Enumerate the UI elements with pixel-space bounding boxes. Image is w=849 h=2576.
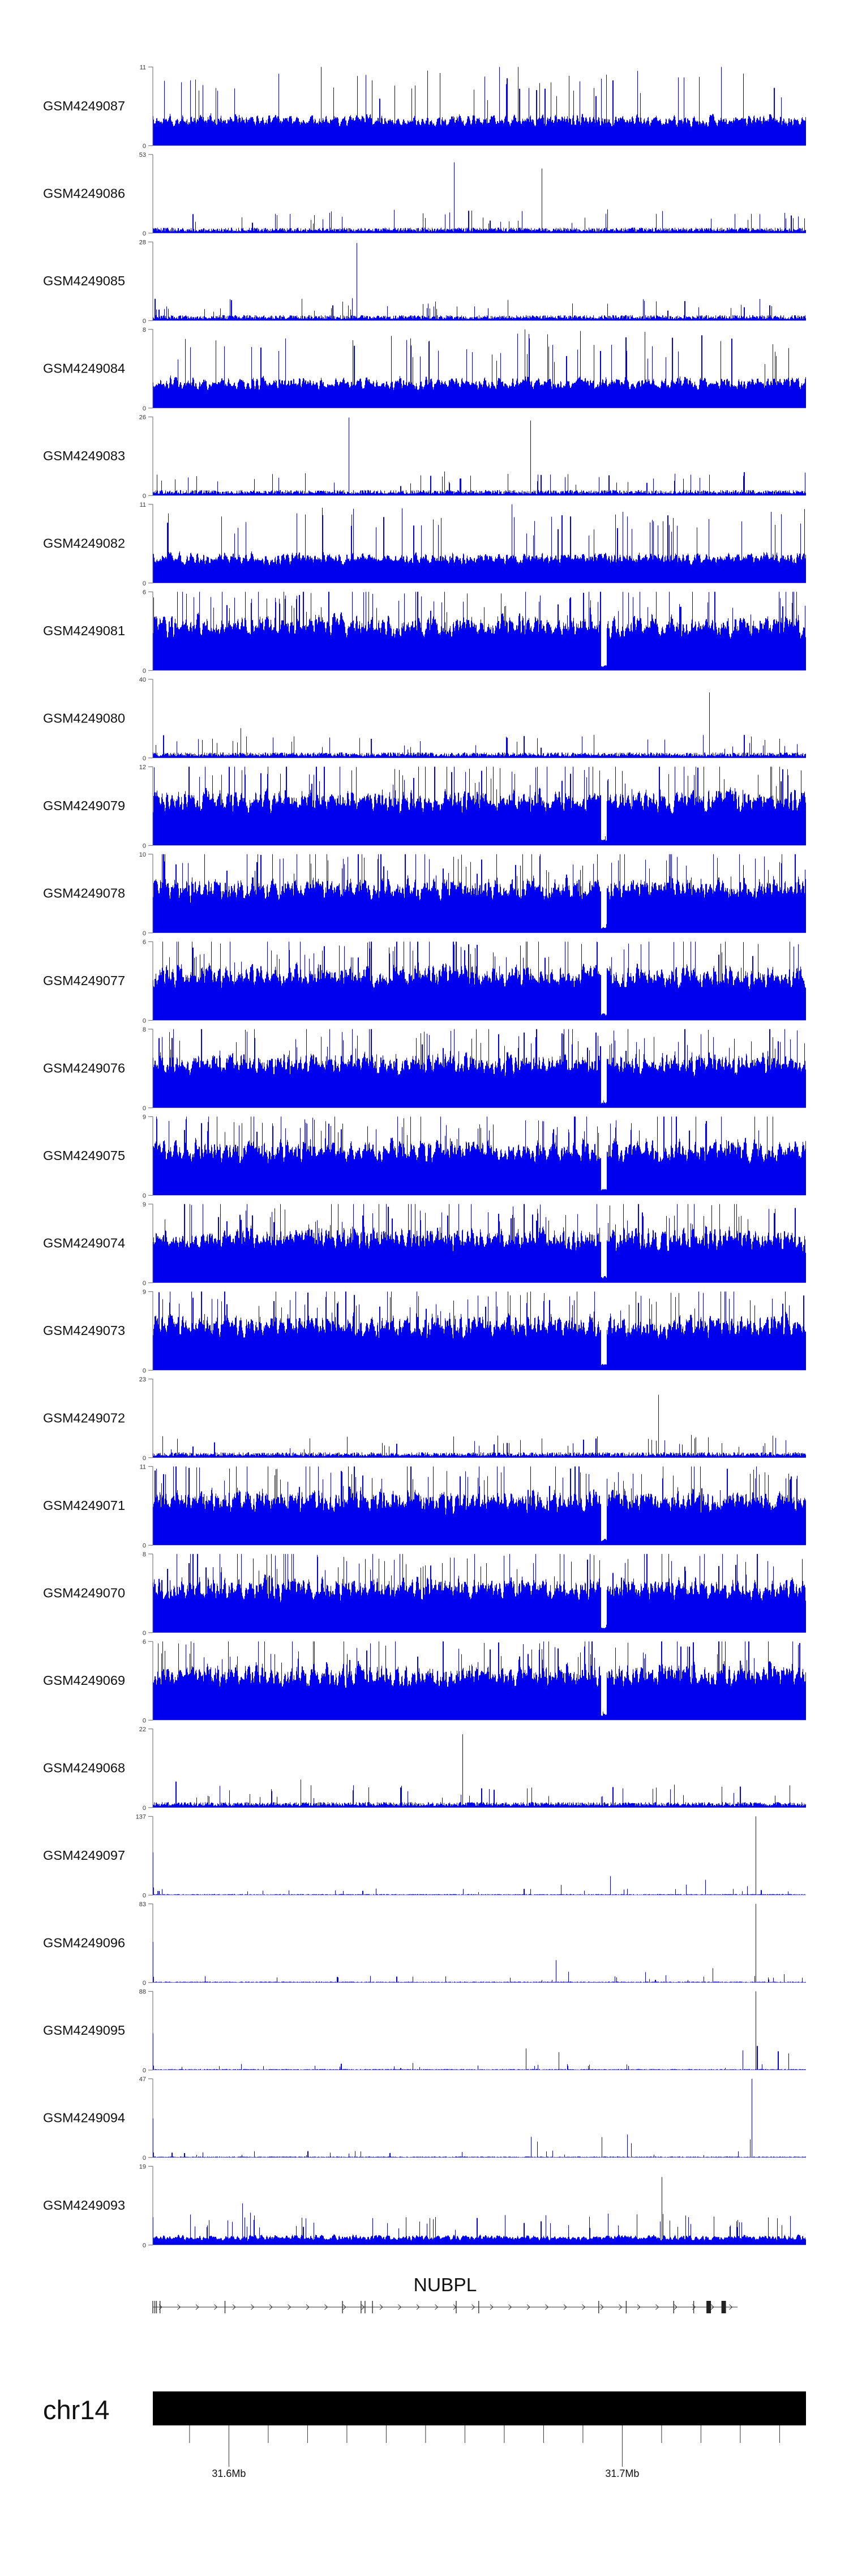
svg-text:0: 0 bbox=[143, 1280, 146, 1287]
svg-text:GSM4249087: GSM4249087 bbox=[43, 99, 125, 113]
svg-text:GSM4249093: GSM4249093 bbox=[43, 2198, 125, 2213]
svg-text:0: 0 bbox=[143, 405, 146, 412]
svg-text:47: 47 bbox=[139, 2076, 146, 2083]
svg-text:11: 11 bbox=[140, 502, 146, 508]
svg-text:0: 0 bbox=[143, 1017, 146, 1024]
svg-text:GSM4249075: GSM4249075 bbox=[43, 1148, 125, 1163]
svg-text:GSM4249074: GSM4249074 bbox=[43, 1235, 125, 1250]
svg-text:9: 9 bbox=[143, 1201, 146, 1208]
svg-text:0: 0 bbox=[143, 580, 146, 587]
svg-text:0: 0 bbox=[143, 1980, 146, 1987]
svg-text:0: 0 bbox=[143, 318, 146, 324]
svg-text:8: 8 bbox=[143, 1551, 146, 1558]
svg-text:11: 11 bbox=[140, 1464, 146, 1470]
svg-text:GSM4249097: GSM4249097 bbox=[43, 1848, 125, 1863]
svg-text:0: 0 bbox=[143, 1542, 146, 1549]
svg-text:28: 28 bbox=[139, 239, 146, 246]
svg-text:8: 8 bbox=[143, 1026, 146, 1033]
svg-text:19: 19 bbox=[139, 2163, 146, 2170]
svg-text:0: 0 bbox=[143, 1630, 146, 1637]
svg-text:GSM4249081: GSM4249081 bbox=[43, 623, 125, 638]
svg-text:11: 11 bbox=[140, 64, 146, 71]
svg-text:GSM4249083: GSM4249083 bbox=[43, 448, 125, 463]
svg-text:GSM4249070: GSM4249070 bbox=[43, 1585, 125, 1600]
svg-text:9: 9 bbox=[143, 1114, 146, 1120]
svg-text:0: 0 bbox=[143, 1892, 146, 1899]
svg-text:0: 0 bbox=[143, 667, 146, 674]
svg-text:0: 0 bbox=[143, 2067, 146, 2074]
svg-text:22: 22 bbox=[139, 1726, 146, 1733]
svg-text:0: 0 bbox=[143, 930, 146, 937]
svg-text:31.6Mb: 31.6Mb bbox=[212, 2468, 246, 2479]
svg-text:137: 137 bbox=[136, 1813, 146, 1820]
svg-text:26: 26 bbox=[139, 414, 146, 421]
svg-text:NUBPL: NUBPL bbox=[414, 2275, 477, 2296]
svg-text:0: 0 bbox=[143, 755, 146, 762]
svg-text:GSM4249096: GSM4249096 bbox=[43, 1935, 125, 1950]
svg-text:88: 88 bbox=[139, 1988, 146, 1995]
svg-text:6: 6 bbox=[143, 589, 146, 596]
svg-text:0: 0 bbox=[143, 143, 146, 149]
svg-text:GSM4249077: GSM4249077 bbox=[43, 973, 125, 988]
svg-text:GSM4249078: GSM4249078 bbox=[43, 885, 125, 900]
svg-text:GSM4249068: GSM4249068 bbox=[43, 1760, 125, 1775]
svg-text:GSM4249079: GSM4249079 bbox=[43, 798, 125, 813]
svg-text:0: 0 bbox=[143, 1367, 146, 1374]
svg-text:GSM4249073: GSM4249073 bbox=[43, 1323, 125, 1338]
svg-text:0: 0 bbox=[143, 230, 146, 237]
svg-text:GSM4249094: GSM4249094 bbox=[43, 2110, 125, 2125]
svg-text:10: 10 bbox=[139, 851, 146, 858]
svg-text:12: 12 bbox=[139, 764, 146, 771]
svg-text:6: 6 bbox=[143, 1638, 146, 1645]
svg-text:GSM4249085: GSM4249085 bbox=[43, 273, 125, 288]
svg-text:0: 0 bbox=[143, 1455, 146, 1462]
svg-text:0: 0 bbox=[143, 1105, 146, 1112]
svg-text:chr14: chr14 bbox=[43, 2395, 110, 2425]
svg-text:0: 0 bbox=[143, 842, 146, 849]
svg-text:40: 40 bbox=[139, 677, 146, 683]
svg-text:GSM4249095: GSM4249095 bbox=[43, 2023, 125, 2038]
svg-text:83: 83 bbox=[139, 1901, 146, 1908]
svg-text:GSM4249072: GSM4249072 bbox=[43, 1410, 125, 1425]
svg-text:8: 8 bbox=[143, 327, 146, 333]
svg-text:23: 23 bbox=[139, 1376, 146, 1383]
svg-text:0: 0 bbox=[143, 2155, 146, 2162]
svg-text:GSM4249069: GSM4249069 bbox=[43, 1673, 125, 1688]
svg-text:GSM4249076: GSM4249076 bbox=[43, 1060, 125, 1075]
svg-text:GSM4249071: GSM4249071 bbox=[43, 1498, 125, 1513]
svg-text:0: 0 bbox=[143, 1717, 146, 1724]
svg-text:0: 0 bbox=[143, 1805, 146, 1812]
svg-text:0: 0 bbox=[143, 1192, 146, 1199]
svg-text:GSM4249084: GSM4249084 bbox=[43, 361, 125, 375]
svg-text:31.7Mb: 31.7Mb bbox=[605, 2468, 639, 2479]
svg-text:9: 9 bbox=[143, 1289, 146, 1295]
svg-text:GSM4249086: GSM4249086 bbox=[43, 186, 125, 200]
svg-text:53: 53 bbox=[139, 152, 146, 159]
svg-text:GSM4249080: GSM4249080 bbox=[43, 711, 125, 725]
svg-text:0: 0 bbox=[143, 493, 146, 499]
svg-text:0: 0 bbox=[143, 2242, 146, 2249]
svg-text:6: 6 bbox=[143, 939, 146, 945]
svg-text:GSM4249082: GSM4249082 bbox=[43, 536, 125, 550]
